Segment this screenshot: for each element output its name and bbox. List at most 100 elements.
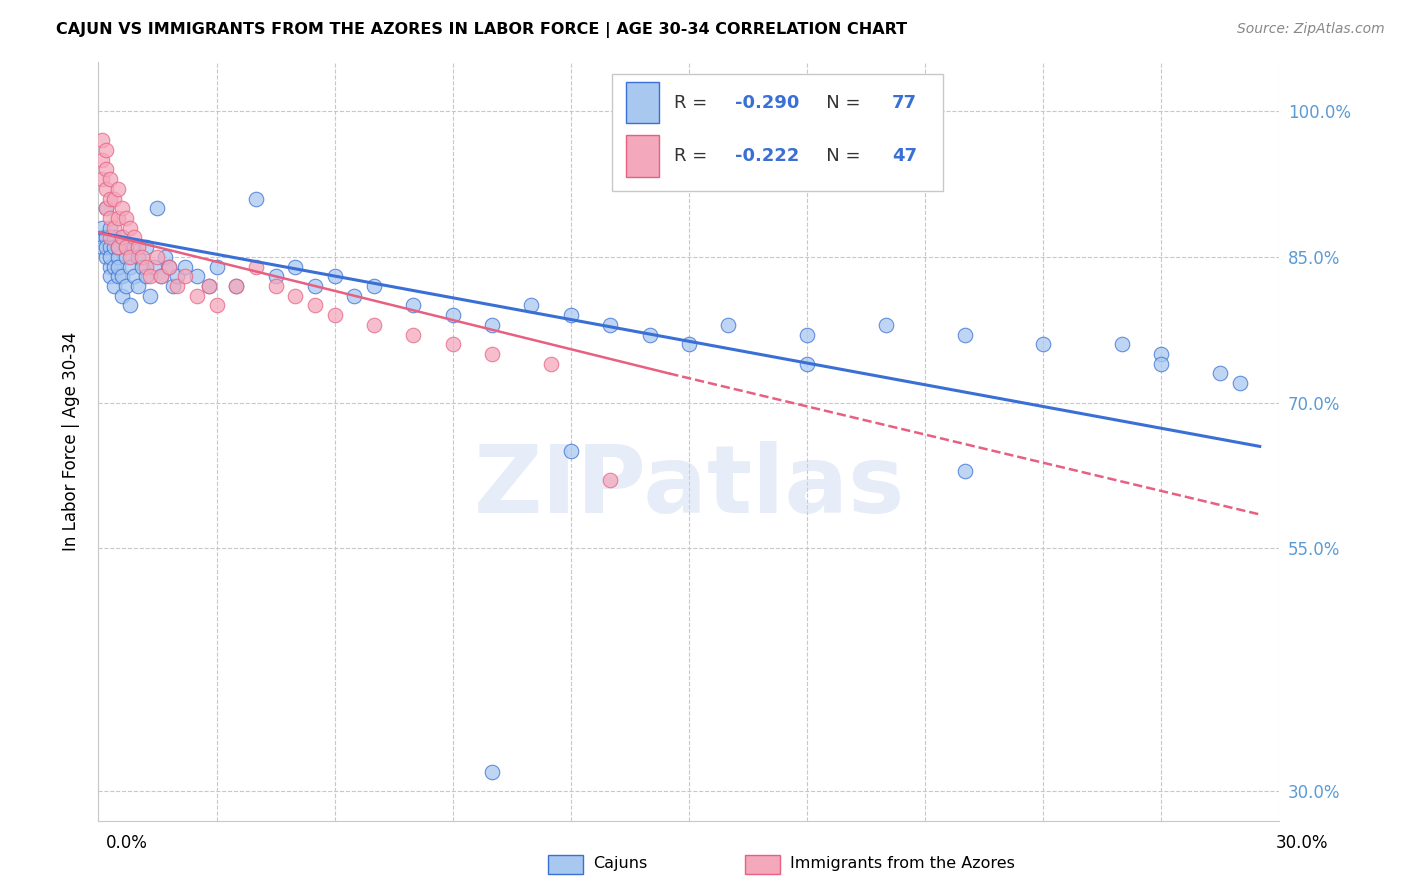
Point [225,279,247,293]
Point [107,211,129,225]
Point [91,230,114,244]
Point [1150,347,1173,361]
Point [875,318,897,332]
Point [96,143,118,157]
Point [115,240,138,254]
Point [1150,357,1173,371]
Point [166,279,188,293]
Point [323,269,346,284]
Point [131,260,153,274]
Point [98,172,121,186]
Point [186,269,208,284]
Point [953,464,976,478]
Point [520,298,543,312]
Point [205,260,228,274]
Point [186,289,208,303]
Point [441,308,464,322]
Point [96,182,118,196]
Point [174,269,197,284]
Point [599,318,621,332]
Point [111,230,134,244]
Point [111,289,134,303]
Point [638,327,661,342]
Point [1229,376,1251,391]
Point [96,201,118,215]
Point [107,240,129,254]
Point [135,240,157,254]
Point [540,357,562,371]
Point [98,260,121,274]
Point [118,250,141,264]
Point [103,279,125,293]
Point [481,318,503,332]
Text: Source: ZipAtlas.com: Source: ZipAtlas.com [1237,22,1385,37]
Point [197,279,219,293]
Text: Cajuns: Cajuns [593,856,648,871]
Point [103,230,125,244]
Y-axis label: In Labor Force | Age 30-34: In Labor Force | Age 30-34 [62,332,80,551]
Point [96,250,118,264]
Point [225,279,247,293]
Point [103,240,125,254]
Text: R =: R = [673,94,713,112]
Text: Immigrants from the Azores: Immigrants from the Azores [790,856,1015,871]
Point [118,220,141,235]
Point [245,260,267,274]
Point [343,289,366,303]
Text: 47: 47 [891,146,917,165]
Point [98,269,121,284]
Point [796,327,818,342]
Point [91,240,114,254]
Point [205,298,228,312]
Point [98,250,121,264]
Point [245,192,267,206]
Point [107,182,129,196]
Point [111,230,134,244]
Point [560,308,582,322]
Point [131,250,153,264]
Point [111,201,134,215]
Point [363,279,385,293]
Point [284,289,307,303]
Point [115,240,138,254]
Point [560,444,582,458]
Point [91,153,114,167]
Point [264,279,287,293]
Text: N =: N = [810,146,866,165]
Point [107,260,129,274]
Point [157,260,180,274]
Point [1209,367,1232,381]
Point [107,269,129,284]
Point [150,269,173,284]
Point [98,220,121,235]
Text: 77: 77 [891,94,917,112]
Point [1032,337,1054,351]
Point [115,211,138,225]
Point [481,347,503,361]
Point [98,211,121,225]
Point [162,279,184,293]
Point [150,269,173,284]
Point [323,308,346,322]
Point [157,260,180,274]
Point [138,269,160,284]
Point [166,269,188,284]
Point [284,260,307,274]
Point [441,337,464,351]
Point [402,327,425,342]
Point [717,318,740,332]
Point [103,260,125,274]
Text: 30.0%: 30.0% [1277,834,1329,852]
Point [115,250,138,264]
Point [96,230,118,244]
Point [118,298,141,312]
Text: R =: R = [673,146,713,165]
Point [146,250,169,264]
Point [796,357,818,371]
Point [98,230,121,244]
Point [135,260,157,274]
Point [127,250,149,264]
Point [91,172,114,186]
Text: -0.290: -0.290 [735,94,800,112]
Point [142,260,165,274]
